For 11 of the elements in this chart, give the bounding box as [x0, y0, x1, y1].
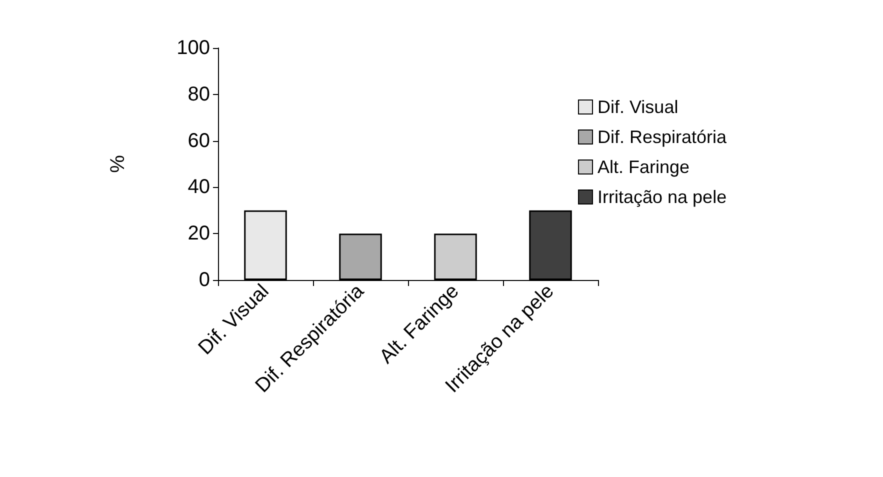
- legend-label: Dif. Visual: [598, 97, 678, 117]
- legend-label: Dif. Respiratória: [598, 127, 728, 147]
- legend-label: Irritação na pele: [598, 187, 727, 207]
- y-tick-label: 80: [188, 83, 210, 106]
- y-tick-label: 20: [188, 222, 210, 245]
- y-tick-label: 100: [176, 37, 210, 59]
- y-axis-title: %: [107, 154, 129, 173]
- y-tick-label: 40: [188, 176, 210, 198]
- y-tick-label: 60: [188, 130, 210, 152]
- legend-label: Alt. Faringe: [598, 157, 690, 177]
- y-tick-label: 0: [198, 269, 210, 291]
